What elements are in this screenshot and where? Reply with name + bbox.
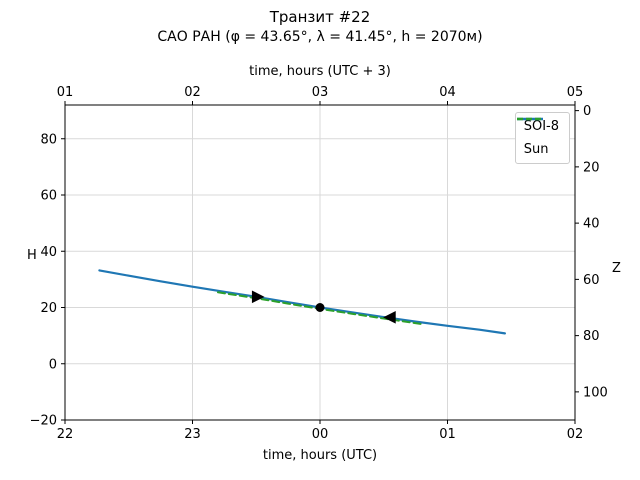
tick-label-top: 01 (57, 85, 74, 100)
tick-label-left: 60 (40, 189, 57, 204)
tick-label-left: 40 (40, 245, 57, 260)
legend-line-sample (516, 117, 543, 121)
y-axis-label-right: Z (612, 261, 621, 276)
tick-label-bottom: 00 (312, 427, 329, 442)
tick-label-right: 100 (583, 385, 608, 400)
tick-label-left: 0 (49, 357, 57, 372)
chart-subtitle: САО РАН (φ = 43.65°, λ = 41.45°, h = 207… (157, 29, 483, 45)
series-line-soi-8 (98, 269, 506, 335)
tick-label-right: 20 (583, 160, 600, 175)
tick-label-top: 03 (312, 85, 329, 100)
y-axis-label-left: H (27, 248, 37, 263)
tick-label-right: 40 (583, 217, 600, 232)
chart-title: Транзит #22 (269, 8, 371, 26)
tick-label-bottom: 02 (567, 427, 584, 442)
legend: SOI-8 Sun (514, 112, 570, 164)
tick-label-left: −20 (30, 414, 57, 429)
transit-end-marker (383, 311, 396, 324)
legend-label: SOI-8 (523, 119, 559, 134)
tick-label-bottom: 01 (439, 427, 456, 442)
tick-label-bottom: 23 (184, 427, 201, 442)
tick-label-right: 0 (583, 104, 591, 119)
tick-label-top: 05 (567, 85, 584, 100)
x-axis-label-bottom: time, hours (UTC) (262, 448, 378, 463)
tick-label-left: 20 (40, 301, 57, 316)
tick-label-top: 02 (184, 85, 201, 100)
tick-label-right: 60 (583, 273, 600, 288)
legend-entry-sun: Sun (516, 117, 559, 157)
tick-label-top: 04 (439, 85, 456, 100)
x-axis-label-top: time, hours (UTC + 3) (249, 64, 391, 79)
tick-label-right: 80 (583, 329, 600, 344)
legend-label: Sun (523, 142, 549, 157)
transit-start-marker (251, 290, 265, 304)
tick-label-bottom: 22 (57, 427, 74, 442)
transit-midpoint-marker (315, 303, 325, 312)
tick-label-left: 80 (40, 132, 57, 147)
